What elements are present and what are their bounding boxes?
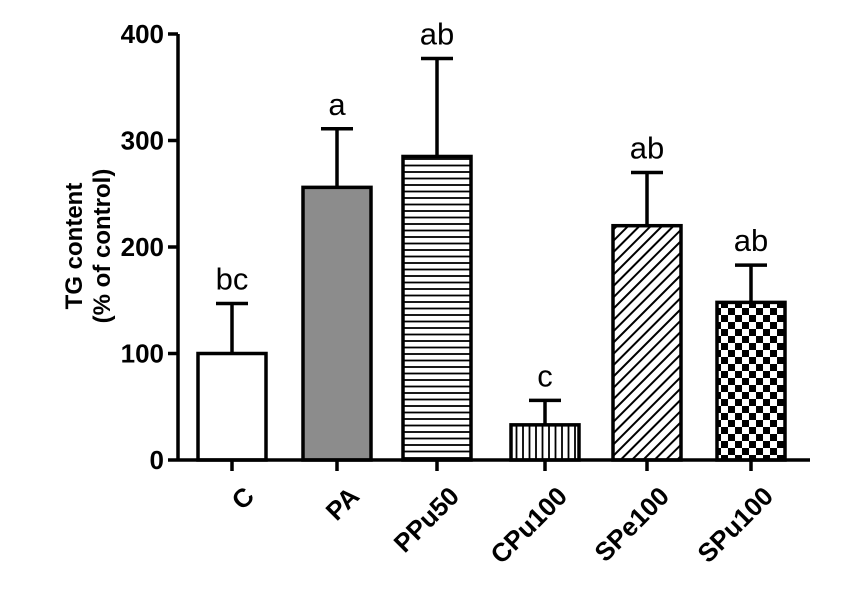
bar-ppu50 xyxy=(401,154,473,462)
significance-label: bc xyxy=(216,261,249,296)
x-tick-label: PPu50 xyxy=(388,481,465,558)
y-axis-label-line1: TG content xyxy=(61,183,88,310)
significance-label: ab xyxy=(420,16,454,51)
y-tick-label: 100 xyxy=(121,339,164,369)
y-axis: 0 100 200 300 400 xyxy=(121,19,180,475)
significance-label: c xyxy=(537,358,553,393)
x-tick-label: CPu100 xyxy=(484,481,573,570)
bar-c xyxy=(196,351,268,462)
y-tick-label: 0 xyxy=(150,445,164,475)
x-tick-label: SPu100 xyxy=(691,481,779,569)
x-tick-label: PA xyxy=(320,481,366,527)
y-tick-label: 400 xyxy=(121,19,164,49)
bar-pa xyxy=(301,185,373,462)
bars: bc a ab c ab ab xyxy=(196,16,787,462)
bar-spu100 xyxy=(715,300,787,462)
x-tick-label: SPe100 xyxy=(588,481,675,568)
x-tick-label: C xyxy=(226,481,261,516)
y-axis-label: TG content (% of control) xyxy=(61,169,116,324)
significance-label: ab xyxy=(734,223,768,258)
bar-spe100 xyxy=(611,223,683,462)
y-axis-label-line2: (% of control) xyxy=(89,169,116,324)
significance-label: a xyxy=(328,87,346,122)
significance-label: ab xyxy=(630,130,664,165)
y-tick-label: 300 xyxy=(121,126,164,156)
y-tick-label: 200 xyxy=(121,232,164,262)
x-axis: C PA PPu50 CPu100 SPe100 SPu100 xyxy=(178,458,810,570)
bar-cpu100 xyxy=(509,423,581,462)
